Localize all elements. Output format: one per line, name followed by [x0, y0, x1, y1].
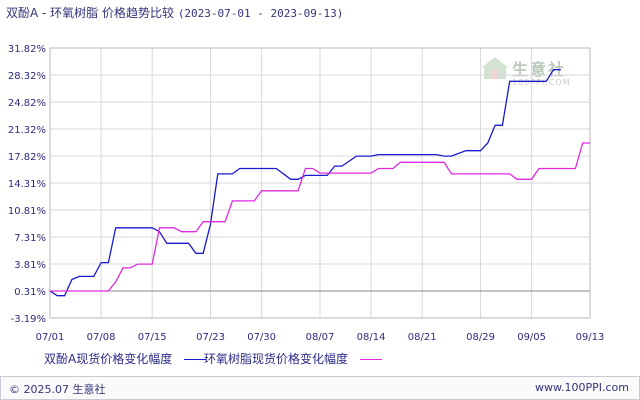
- x-tick-label: 07/08: [87, 332, 116, 343]
- footer-site-link[interactable]: www.100PPI.com: [535, 381, 629, 394]
- y-tick-label: 14.31%: [8, 179, 46, 190]
- chart-title: 双酚A - 环氧树脂 价格趋势比较 (2023-07-01 - 2023-09-…: [6, 4, 343, 21]
- x-tick-label: 08/29: [466, 332, 495, 343]
- legend-label-series2: 环氧树脂现货价格变化幅度: [204, 352, 349, 366]
- x-tick-label: 09/05: [517, 332, 546, 343]
- legend-item-series2: 环氧树脂现货价格变化幅度: [204, 350, 382, 367]
- footer-bar: © 2025.07 生意社 www.100PPI.com: [0, 376, 640, 400]
- x-tick-label: 07/01: [36, 332, 65, 343]
- y-tick-label: 17.82%: [8, 152, 46, 163]
- legend-item-series1: 双酚A现货价格变化幅度: [44, 350, 207, 367]
- footer-copyright: © 2025.07 生意社: [9, 383, 106, 396]
- legend-swatch-series2: [359, 359, 382, 360]
- y-tick-label: 24.82%: [8, 98, 46, 109]
- y-tick-label: 10.81%: [8, 206, 46, 217]
- x-tick-label: 08/21: [408, 332, 437, 343]
- y-tick-label: 7.31%: [14, 233, 46, 244]
- y-tick-label: 21.32%: [8, 125, 46, 136]
- line-chart: 31.82% 28.32% 24.82% 21.32% 17.82% 14.31% 10.8…: [8, 44, 605, 343]
- series-line-2: [50, 142, 590, 292]
- x-tick-label: 09/13: [576, 332, 605, 343]
- y-tick-label: 3.81%: [14, 260, 46, 271]
- y-tick-label: 28.32%: [8, 71, 46, 82]
- legend-label-series1: 双酚A现货价格变化幅度: [44, 352, 173, 366]
- y-tick-label: 31.82%: [8, 44, 46, 55]
- x-tick-label: 08/14: [357, 332, 386, 343]
- y-tick-label: -3.19%: [11, 314, 46, 325]
- tick-labels: 31.82% 28.32% 24.82% 21.32% 17.82% 14.31% 10.8…: [8, 44, 605, 343]
- legend-swatch-series1: [184, 359, 207, 360]
- chart-date-range: (2023-07-01 - 2023-09-13): [177, 7, 344, 20]
- plot-frame: [49, 47, 591, 319]
- axis-layer: [49, 47, 591, 319]
- series-line-1: [49, 69, 561, 297]
- y-tick-label: 0.31%: [14, 287, 46, 298]
- x-tick-label: 07/15: [138, 332, 167, 343]
- x-tick-label: 07/30: [247, 332, 276, 343]
- series-layer: [49, 69, 590, 297]
- watermark-url: 100PPI.COM: [512, 78, 571, 87]
- chart-title-text: 双酚A - 环氧树脂 价格趋势比较: [6, 6, 174, 20]
- x-tick-label: 07/23: [196, 332, 225, 343]
- x-tick-label: 08/07: [306, 332, 335, 343]
